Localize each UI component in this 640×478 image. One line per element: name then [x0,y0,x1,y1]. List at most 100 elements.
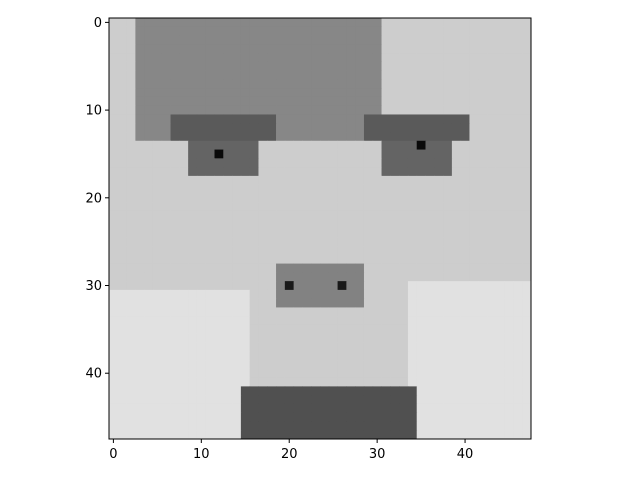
heatmap-cell [399,70,409,80]
heatmap-cell [293,219,303,229]
heatmap-cell [363,96,374,107]
heatmap-cell [320,237,330,247]
heatmap-cell [460,88,470,98]
heatmap-cell [109,395,119,405]
heatmap-cell [188,96,198,107]
heatmap-cell [223,386,233,396]
heatmap-cell [117,44,127,54]
heatmap-cell [144,421,154,431]
heatmap-cell [135,149,145,159]
heatmap-cell [522,175,532,186]
heatmap-cell [240,386,251,396]
heatmap-cell [407,421,418,431]
heatmap-cell [311,298,321,308]
heatmap-cell [513,79,523,89]
heatmap-cell [381,96,391,107]
heatmap-cell [205,79,215,89]
heatmap-cell [152,421,163,431]
heatmap-cell [161,44,171,54]
heatmap-cell [188,421,198,431]
heatmap-cell [249,254,259,264]
heatmap-cell [372,430,382,440]
heatmap-cell [126,272,136,282]
heatmap-cell [152,368,163,378]
heatmap-cell [407,18,418,28]
heatmap-cell [425,35,435,45]
heatmap-cell [161,105,171,115]
heatmap-cell [355,289,365,300]
heatmap-cell [302,193,312,203]
heatmap-cell [495,219,506,229]
heatmap-cell [390,403,400,414]
heatmap-cell [161,158,171,168]
heatmap-cell [311,228,321,238]
heatmap-cell [487,88,497,98]
heatmap-cell [293,79,303,89]
heatmap-cell [232,140,242,150]
heatmap-cell [390,298,400,308]
heatmap-cell [240,35,251,45]
heatmap-cell [328,53,338,63]
heatmap-cell [205,377,215,387]
heatmap-cell [179,228,189,238]
heatmap-cell [179,342,189,352]
heatmap-cell [328,44,338,54]
heatmap-cell [117,26,127,36]
heatmap-cell [416,26,426,36]
heatmap-cell [355,184,365,194]
heatmap-cell [258,307,268,317]
heatmap-cell [284,316,295,326]
heatmap-cell [267,184,277,194]
heatmap-cell [504,360,514,370]
heatmap-cell [381,18,391,28]
heatmap-cell [328,412,338,422]
heatmap-cell [170,123,180,133]
heatmap-cell [513,88,523,98]
heatmap-cell [223,254,233,264]
heatmap-cell [249,403,259,414]
heatmap-cell [416,35,426,45]
heatmap-cell [179,140,189,150]
heatmap-cell [495,18,506,28]
heatmap-cell [407,246,418,256]
heatmap-cell [425,70,435,80]
heatmap-cell [328,386,338,396]
heatmap-cell [355,114,365,124]
heatmap-cell [425,123,435,133]
heatmap-cell [214,158,224,168]
heatmap-cell [399,123,409,133]
heatmap-cell [144,360,154,370]
heatmap-cell [451,377,462,387]
heatmap-cell [144,44,154,54]
heatmap-cell [381,88,391,98]
heatmap-cell [355,307,365,317]
heatmap-cell [434,105,444,115]
heatmap-cell [399,18,409,28]
heatmap-cell [196,114,207,124]
heatmap-cell [522,412,532,422]
heatmap-cell [152,175,163,186]
heatmap-cell [302,175,312,186]
heatmap-cell [372,246,382,256]
heatmap-cell [117,289,127,300]
heatmap-cell [196,333,207,343]
heatmap-cell [425,105,435,115]
heatmap-cell [425,377,435,387]
heatmap-cell [214,53,224,63]
heatmap-cell [504,44,514,54]
heatmap-cell [152,272,163,282]
heatmap-cell [249,298,259,308]
heatmap-cell [487,140,497,150]
heatmap-cell [478,360,488,370]
heatmap-cell [478,342,488,352]
heatmap-cell [328,342,338,352]
heatmap-cell [513,53,523,63]
heatmap-cell [267,132,277,142]
heatmap-cell [504,184,514,194]
heatmap-cell [355,175,365,186]
heatmap-cell [381,430,391,440]
heatmap-cell [161,210,171,221]
heatmap-cell [258,53,268,63]
heatmap-cell [196,44,207,54]
heatmap-cell [196,263,207,273]
